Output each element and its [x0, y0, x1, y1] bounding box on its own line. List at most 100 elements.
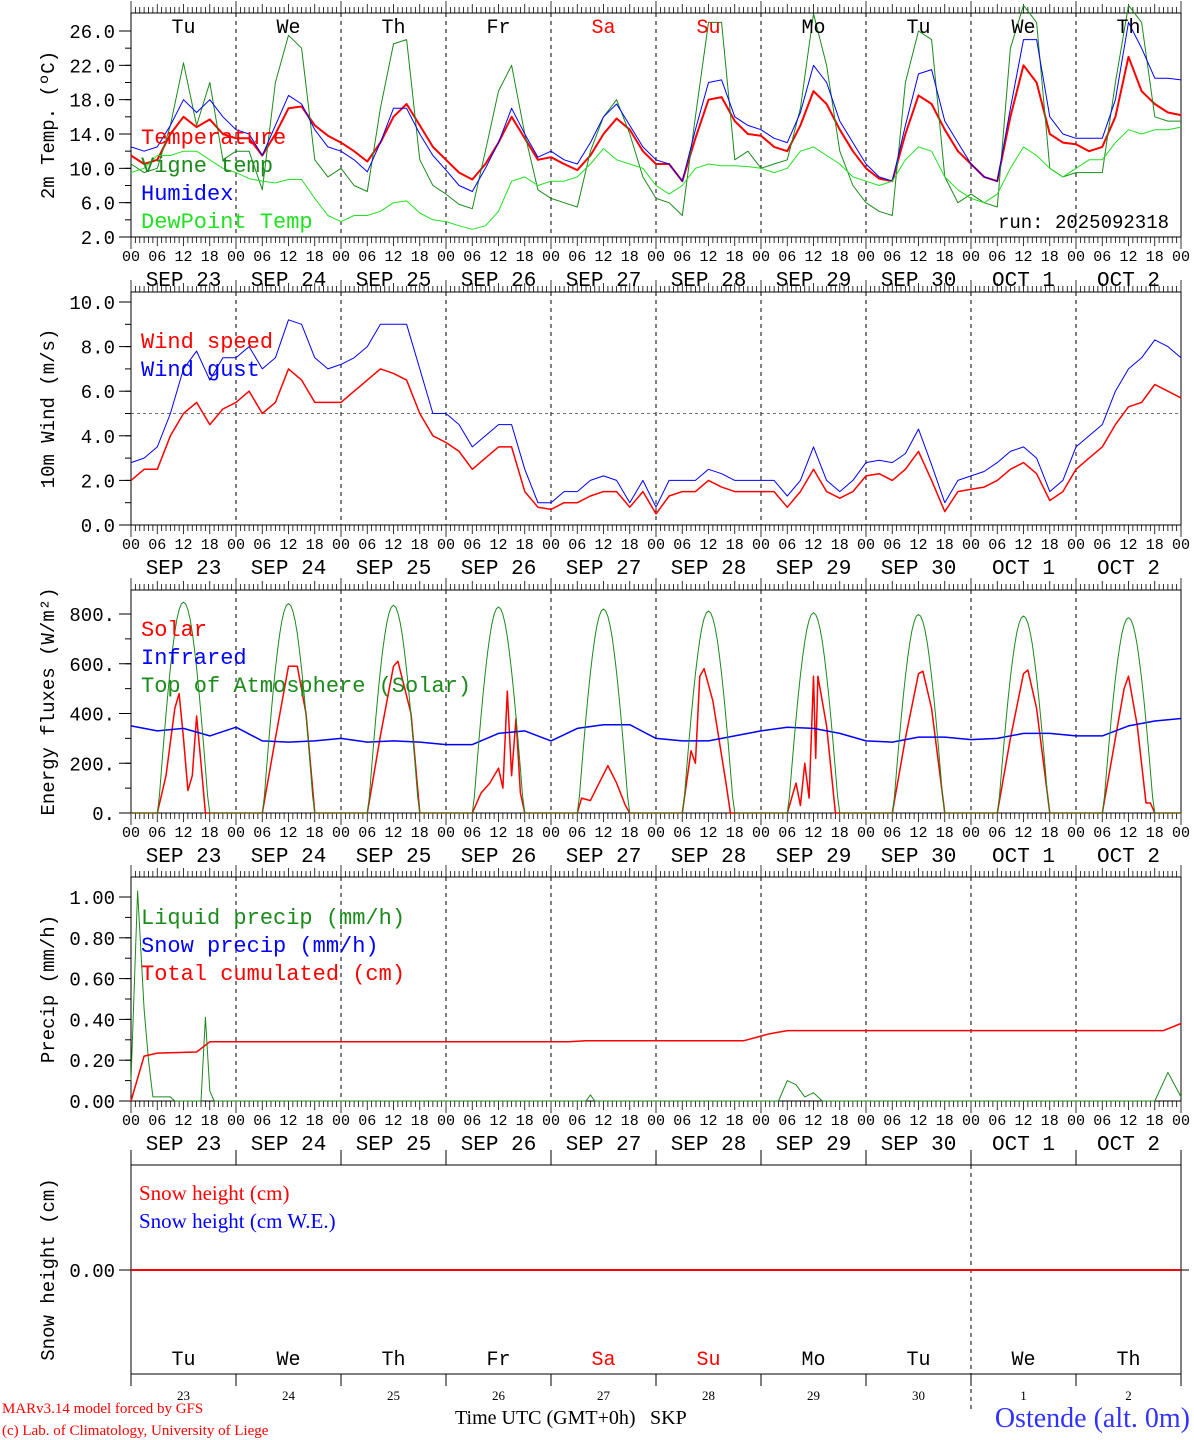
hour-tick-label: 12	[384, 825, 402, 842]
hour-tick-label: 00	[1172, 825, 1190, 842]
hour-tick-label: 18	[621, 1113, 639, 1130]
hour-tick-label: 12	[909, 1113, 927, 1130]
hour-tick-label: 12	[909, 537, 927, 554]
hour-tick-label: 18	[1146, 825, 1164, 842]
hour-tick-label: 12	[174, 249, 192, 266]
hour-tick-label: 00	[857, 825, 875, 842]
hour-tick-label: 12	[489, 537, 507, 554]
y-tick-label: 0.0	[81, 516, 115, 538]
hour-tick-label: 00	[962, 825, 980, 842]
hour-tick-label: 18	[306, 1113, 324, 1130]
hour-tick-label: 06	[253, 825, 271, 842]
x-axis-title-overlay: SKP	[650, 1407, 687, 1429]
hour-tick-label: 06	[1093, 249, 1111, 266]
day-number: 23	[177, 1388, 190, 1403]
hour-tick-label: 06	[148, 825, 166, 842]
date-label: OCT 1	[992, 1134, 1055, 1157]
day-name: We	[1011, 1349, 1035, 1372]
lab-credit: (c) Lab. of Climatology, University of L…	[2, 1423, 269, 1439]
hour-tick-label: 12	[699, 249, 717, 266]
hour-tick-label: 18	[1041, 537, 1059, 554]
day-number: 26	[492, 1388, 506, 1403]
day-name: Su	[696, 1349, 720, 1372]
hour-tick-label: 12	[279, 249, 297, 266]
hour-tick-label: 18	[411, 537, 429, 554]
y-tick-label: 18.0	[69, 91, 115, 113]
hour-tick-label: 06	[778, 249, 796, 266]
day-number: 29	[807, 1388, 820, 1403]
hour-tick-label: 18	[516, 825, 534, 842]
wind-series-wind-speed	[130, 368, 1182, 515]
temp-y-axis-title: 2m Temp. (ºC)	[38, 51, 60, 199]
y-tick-label: 0.40	[69, 1010, 115, 1032]
hour-tick-label: 06	[988, 825, 1006, 842]
hour-tick-label: 12	[279, 537, 297, 554]
y-tick-label: 1.00	[69, 888, 115, 910]
legend-snow-height-cm-w-e-: Snow height (cm W.E.)	[139, 1209, 336, 1233]
hour-tick-label: 12	[909, 249, 927, 266]
y-tick-label: 0.00	[69, 1261, 115, 1283]
hour-tick-label: 06	[463, 1113, 481, 1130]
day-name: Tu	[171, 17, 195, 40]
day-number: 24	[282, 1388, 296, 1403]
legend-infrared: Infrared	[141, 646, 247, 671]
hour-tick-label: 12	[489, 825, 507, 842]
legend-temperature: Temperature	[141, 126, 286, 151]
hour-tick-label: 18	[1146, 249, 1164, 266]
day-number: 25	[387, 1388, 400, 1403]
date-label: SEP 24	[251, 270, 327, 293]
hour-tick-label: 00	[122, 537, 140, 554]
date-label: SEP 26	[461, 846, 537, 869]
legend-liquid-precip-mm-h-: Liquid precip (mm/h)	[141, 906, 405, 931]
hour-tick-label: 18	[936, 537, 954, 554]
legend-top-of-atmosphere-solar-: Top of Atmosphere (Solar)	[141, 674, 471, 699]
date-label: SEP 23	[146, 846, 222, 869]
day-number: 30	[912, 1388, 925, 1403]
hour-tick-label: 00	[542, 537, 560, 554]
y-tick-label: 10.0	[69, 293, 115, 315]
hour-tick-label: 12	[699, 537, 717, 554]
day-name: Th	[1116, 17, 1140, 40]
legend-wind-speed: Wind speed	[141, 330, 273, 355]
hour-tick-label: 12	[594, 249, 612, 266]
legend-wind-gust: Wind gust	[141, 358, 260, 383]
hour-tick-label: 06	[1093, 1113, 1111, 1130]
hour-tick-label: 00	[752, 1113, 770, 1130]
date-label: SEP 27	[566, 1134, 642, 1157]
hour-tick-label: 18	[726, 1113, 744, 1130]
hour-tick-label: 06	[463, 825, 481, 842]
hour-tick-label: 00	[1172, 249, 1190, 266]
hour-tick-label: 18	[201, 825, 219, 842]
date-label: SEP 30	[881, 846, 957, 869]
day-name: Mo	[801, 17, 825, 40]
date-label: SEP 28	[671, 846, 747, 869]
hour-tick-label: 18	[411, 825, 429, 842]
hour-tick-label: 00	[1172, 537, 1190, 554]
date-label: SEP 30	[881, 270, 957, 293]
hour-tick-label: 06	[568, 249, 586, 266]
day-name: Sa	[591, 1349, 615, 1372]
hour-tick-label: 18	[1041, 825, 1059, 842]
hour-tick-label: 00	[857, 249, 875, 266]
hour-tick-label: 00	[752, 249, 770, 266]
hour-tick-label: 06	[673, 249, 691, 266]
date-label: SEP 25	[356, 1134, 432, 1157]
energy-series-solar	[131, 660, 1181, 814]
hour-tick-label: 12	[594, 825, 612, 842]
precip-y-axis-title: Precip (mm/h)	[38, 915, 60, 1063]
hour-tick-label: 18	[1041, 1113, 1059, 1130]
date-label: SEP 30	[881, 558, 957, 581]
legend-snow-height-cm-: Snow height (cm)	[139, 1181, 289, 1205]
hour-tick-label: 12	[489, 1113, 507, 1130]
date-label: SEP 24	[251, 558, 327, 581]
date-label: SEP 27	[566, 558, 642, 581]
y-tick-label: 800.	[69, 605, 115, 627]
hour-tick-label: 00	[437, 1113, 455, 1130]
date-label: SEP 29	[776, 846, 852, 869]
hour-tick-label: 00	[227, 825, 245, 842]
hour-tick-label: 00	[122, 1113, 140, 1130]
hour-tick-label: 18	[831, 249, 849, 266]
date-label: SEP 29	[776, 270, 852, 293]
y-tick-label: 200.	[69, 754, 115, 776]
hour-tick-label: 18	[936, 1113, 954, 1130]
